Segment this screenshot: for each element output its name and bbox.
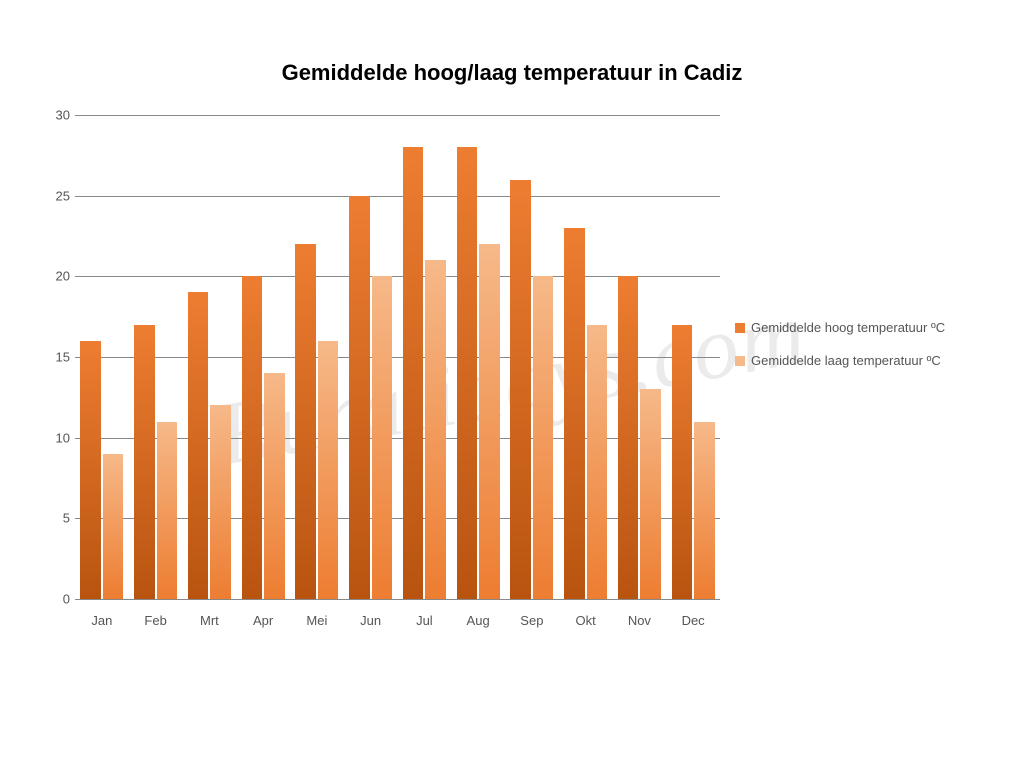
bar [587,115,607,599]
y-tick-label: 20 [40,269,70,284]
bar-group [451,115,505,599]
bar [479,115,499,599]
bar [640,115,660,599]
bar [264,115,284,599]
bar [510,115,530,599]
bar [210,115,230,599]
legend-item: Gemiddelde laag temperatuur ºC [735,353,945,368]
x-tick-label: Apr [236,605,290,635]
bar-group [666,115,720,599]
x-tick-label: Dec [666,605,720,635]
legend-label: Gemiddelde hoog temperatuur ºC [751,320,945,335]
chart-title: Gemiddelde hoog/laag temperatuur in Cadi… [0,60,1024,86]
bar [672,115,692,599]
y-tick-label: 0 [40,592,70,607]
x-tick-label: Mrt [183,605,237,635]
bar-group [613,115,667,599]
bar [533,115,553,599]
bar-group [129,115,183,599]
bar-group [505,115,559,599]
bar [103,115,123,599]
bar [425,115,445,599]
y-tick-label: 5 [40,511,70,526]
bar [403,115,423,599]
legend-swatch [735,323,745,333]
x-axis-labels: JanFebMrtAprMeiJunJulAugSepOktNovDec [75,605,720,635]
bar-group [290,115,344,599]
x-tick-label: Okt [559,605,613,635]
legend-item: Gemiddelde hoog temperatuur ºC [735,320,945,335]
bar-group [344,115,398,599]
bar [457,115,477,599]
chart-area: 051015202530 JanFebMrtAprMeiJunJulAugSep… [40,115,720,635]
bar-group [183,115,237,599]
x-tick-label: Jul [398,605,452,635]
x-tick-label: Jun [344,605,398,635]
bar-group [75,115,129,599]
x-tick-label: Feb [129,605,183,635]
x-tick-label: Nov [613,605,667,635]
plot-region: 051015202530 [75,115,720,600]
bar [242,115,262,599]
bar-group [398,115,452,599]
bar-group [236,115,290,599]
legend-label: Gemiddelde laag temperatuur ºC [751,353,941,368]
x-tick-label: Mei [290,605,344,635]
bar [618,115,638,599]
bar [157,115,177,599]
bar [349,115,369,599]
x-tick-label: Sep [505,605,559,635]
y-tick-label: 25 [40,188,70,203]
bar [372,115,392,599]
bar-group [559,115,613,599]
bar [564,115,584,599]
bar [188,115,208,599]
bar [295,115,315,599]
bars-container [75,115,720,599]
bar [80,115,100,599]
bar [694,115,714,599]
y-tick-label: 10 [40,430,70,445]
y-tick-label: 30 [40,108,70,123]
bar [134,115,154,599]
legend-swatch [735,356,745,366]
bar [318,115,338,599]
y-tick-label: 15 [40,350,70,365]
legend: Gemiddelde hoog temperatuur ºC Gemiddelde… [735,320,945,386]
x-tick-label: Aug [451,605,505,635]
x-tick-label: Jan [75,605,129,635]
